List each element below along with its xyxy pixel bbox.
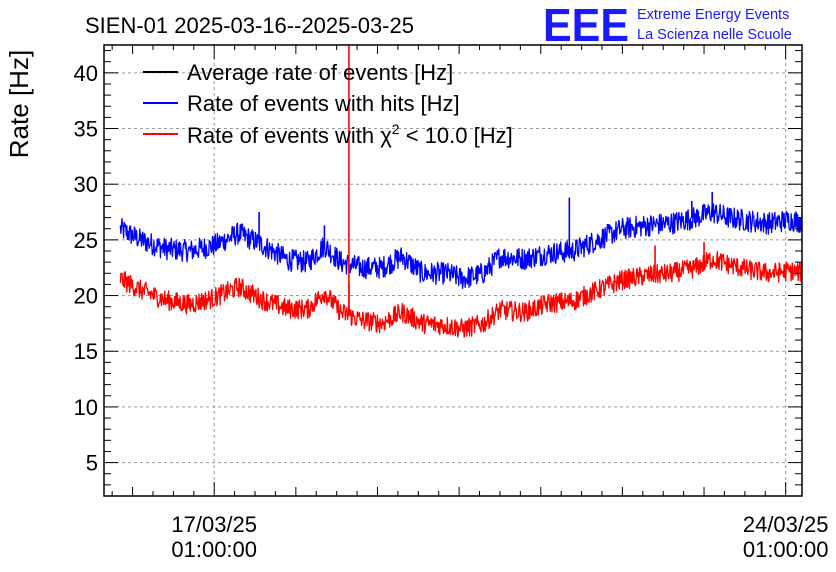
y-tick-labels: 5 10 15 20 25 30 35 40 bbox=[74, 61, 98, 476]
eee-logo: EEE Extreme Energy Events La Scienza nel… bbox=[543, 0, 792, 51]
x-tick-label-time: 01:00:00 bbox=[171, 537, 257, 562]
chart-title: SIEN-01 2025-03-16--2025-03-25 bbox=[85, 13, 414, 38]
legend-label-chi2: Rate of events with χ2 < 10.0 [Hz] bbox=[187, 121, 513, 148]
y-tick-label: 40 bbox=[74, 61, 98, 86]
logo-line2: La Scienza nelle Scuole bbox=[637, 27, 792, 43]
y-tick-label: 10 bbox=[74, 395, 98, 420]
y-tick-label: 5 bbox=[86, 451, 98, 476]
legend-entry-average: Average rate of events [Hz] bbox=[143, 60, 453, 85]
logo-mark: EEE bbox=[543, 0, 629, 51]
legend-entry-chi2: Rate of events with χ2 < 10.0 [Hz] bbox=[143, 121, 513, 148]
legend-label-average: Average rate of events [Hz] bbox=[187, 60, 453, 85]
y-tick-label: 30 bbox=[74, 172, 98, 197]
x-tick-label-date: 17/03/25 bbox=[171, 512, 257, 537]
y-tick-label: 20 bbox=[74, 284, 98, 309]
legend: Average rate of events [Hz] Rate of even… bbox=[143, 60, 513, 148]
plot-frame bbox=[103, 44, 803, 497]
y-tick-label: 35 bbox=[74, 117, 98, 142]
logo-line1: Extreme Energy Events bbox=[637, 7, 789, 23]
y-tick-label: 25 bbox=[74, 228, 98, 253]
legend-label-hits: Rate of events with hits [Hz] bbox=[187, 91, 460, 116]
x-tick-label-time: 01:00:00 bbox=[743, 537, 829, 562]
series-line-2 bbox=[119, 251, 802, 338]
legend-entry-hits: Rate of events with hits [Hz] bbox=[143, 91, 460, 116]
y-tick-label: 15 bbox=[74, 339, 98, 364]
series-line-1 bbox=[119, 203, 802, 289]
series-layer bbox=[119, 45, 802, 338]
x-tick-label-date: 24/03/25 bbox=[743, 512, 829, 537]
y-axis-label: Rate [Hz] bbox=[4, 50, 34, 158]
axis-ticks bbox=[104, 45, 802, 496]
